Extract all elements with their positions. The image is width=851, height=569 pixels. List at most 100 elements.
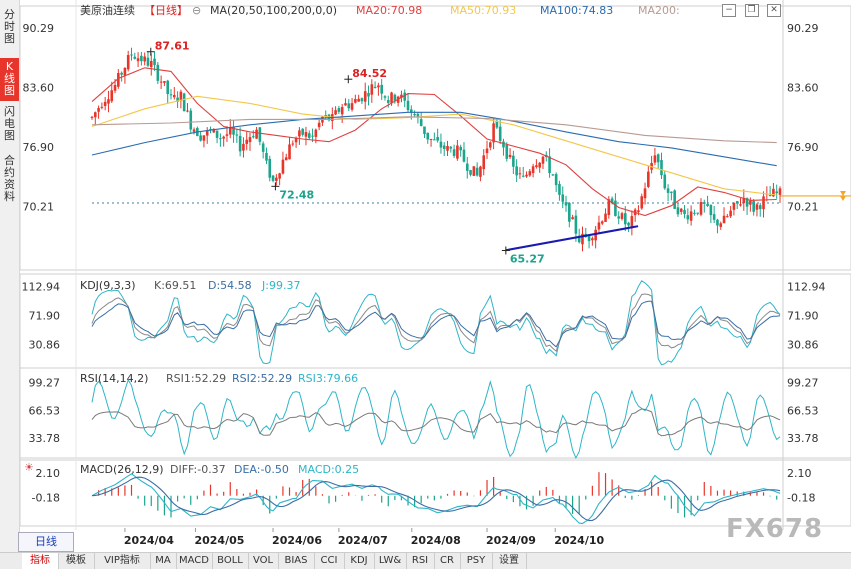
bottom-tab-2[interactable]: VIP指标 [94, 553, 151, 569]
candle-body [568, 202, 571, 222]
ma-line-ma100 [91, 111, 777, 167]
sidebar-tab-3[interactable]: 合约资料 [4, 154, 15, 203]
restore-icon[interactable]: ❐ [744, 4, 759, 17]
bottom-tab-12[interactable]: CR [434, 553, 461, 569]
kdj-ytick-right: 71.90 [787, 309, 819, 322]
candle-body [288, 144, 291, 160]
rsi-ytick-left: 33.78 [29, 432, 61, 445]
candle-body [163, 81, 166, 83]
rsi-ytick-right: 33.78 [787, 432, 819, 445]
extreme-label: 65.27 [510, 252, 545, 265]
close-icon[interactable]: ✕ [767, 4, 781, 17]
extreme-label: 87.61 [155, 40, 190, 53]
candle-body [222, 136, 225, 139]
bottom-tab-5[interactable]: BOLL [212, 553, 249, 569]
rsi-ytick-right: 66.53 [787, 404, 819, 417]
bottom-tab-11[interactable]: RSI [406, 553, 435, 569]
candle-body [298, 130, 301, 137]
xtick-label: 2024/06 [272, 534, 322, 547]
candle-body [719, 223, 723, 227]
xtick-label: 2024/09 [486, 534, 536, 547]
bottom-tab-9[interactable]: KDJ [344, 553, 375, 569]
candle-body [373, 86, 377, 88]
candle-body [324, 115, 328, 117]
macd-ytick-right: -0.18 [787, 492, 815, 505]
bottom-tab-6[interactable]: VOL [248, 553, 279, 569]
bottom-tab-13[interactable]: PSY [460, 553, 493, 569]
candle-body [456, 145, 459, 159]
candle-body [538, 162, 541, 168]
candle-body [215, 130, 219, 138]
candle-body [482, 155, 486, 170]
bottom-tab-7[interactable]: BIAS [278, 553, 315, 569]
candle-body [610, 198, 614, 204]
candle-body [647, 171, 650, 187]
bottom-tab-8[interactable]: CCI [314, 553, 345, 569]
sidebar-tab-2[interactable]: 闪电图 [4, 105, 15, 142]
candle-body [689, 211, 693, 221]
candle-body [97, 108, 100, 112]
candle-body [314, 129, 318, 137]
candle-body [182, 93, 186, 112]
candle-body [508, 154, 512, 158]
bottom-tab-14[interactable]: 设置 [492, 553, 527, 569]
bottom-tab-10[interactable]: LW& [374, 553, 407, 569]
bottom-tab-3[interactable]: MA [150, 553, 177, 569]
candle-body [235, 134, 239, 136]
ma20-legend: MA20:70.98 [356, 4, 422, 17]
pane-frame-3 [20, 457, 851, 527]
candle-body [551, 174, 555, 176]
candle-body [574, 215, 578, 234]
candle-body [130, 54, 133, 56]
candle-body [110, 90, 114, 102]
rsi1-line [91, 408, 781, 437]
settings-gear-icon: ☀ [24, 461, 34, 474]
candle-body [393, 94, 397, 101]
extreme-label: 84.52 [352, 67, 387, 80]
ma-params: MA(20,50,100,200,0,0) [210, 4, 337, 17]
bottom-tab-0[interactable]: 指标 [22, 553, 59, 569]
candle-body [742, 197, 746, 204]
window-controls: − ❐ ✕ [717, 2, 781, 17]
xtick-label: 2024/10 [554, 534, 604, 547]
bottom-tab-4[interactable]: MACD [176, 553, 213, 569]
candle-body [600, 221, 604, 224]
candle-body [726, 216, 729, 218]
candle-body [683, 209, 686, 215]
minus-icon[interactable]: − [722, 4, 736, 17]
candle-body [357, 98, 360, 102]
sidebar-tab-0[interactable]: 分时图 [4, 8, 15, 45]
chart-canvas[interactable]: 美原油连续 【日线】 ⊖ MA(20,50,100,200,0,0) MA20:70.9… [20, 0, 851, 552]
ma-line-ma200 [91, 116, 777, 144]
candle-body [419, 119, 423, 126]
bottom-tab-1[interactable]: 模板 [58, 553, 95, 569]
kdj-ytick-left: 112.94 [22, 280, 61, 293]
candle-body [153, 58, 156, 66]
candle-body [452, 149, 456, 156]
candle-body [630, 216, 634, 227]
candle-body [597, 222, 601, 230]
candle-body [242, 143, 245, 151]
collapse-icon: ⊖ [192, 4, 201, 17]
candle-body [702, 202, 706, 204]
candle-body [554, 174, 558, 186]
candle-body [410, 109, 413, 112]
candle-body [775, 191, 779, 194]
main-ytick-right: 76.90 [787, 141, 819, 154]
candle-body [591, 238, 594, 241]
candle-body [755, 204, 759, 210]
kdj-ytick-right: 112.94 [787, 280, 826, 293]
ma-line-ma50 [91, 95, 777, 196]
symbol-title: 美原油连续 [80, 3, 135, 17]
candle-body [732, 202, 736, 210]
period-day-button[interactable]: 日线 [18, 532, 74, 552]
candle-body [258, 127, 262, 142]
candle-body [123, 67, 127, 76]
candle-body [186, 110, 189, 112]
candle-body [340, 107, 344, 115]
candle-body [604, 213, 607, 222]
candle-body [159, 81, 163, 83]
ma-line-ma20 [91, 67, 777, 217]
